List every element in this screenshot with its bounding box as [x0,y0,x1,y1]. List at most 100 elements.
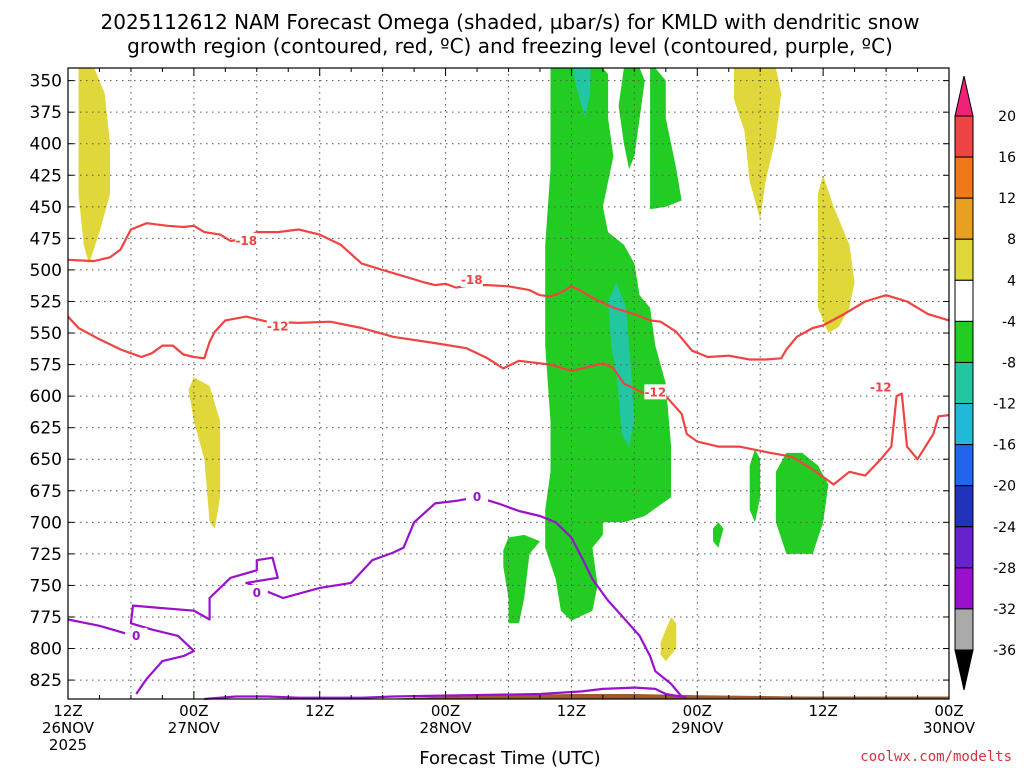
omega-region-neg-upper-right-strip [618,68,645,169]
y-tick-label: 550 [30,324,62,344]
y-tick-label: 625 [30,419,62,439]
omega-region-pos-right [817,175,855,333]
y-tick-label: 575 [30,356,62,376]
omega-region-neg-main-column [545,68,672,621]
x-tick-label: 12Z [305,702,334,720]
y-tick-label: 425 [30,166,62,186]
y-tick-label: 350 [30,72,62,92]
y-tick-label: 475 [30,229,62,249]
y-tick-label: 725 [30,545,62,565]
y-tick-label: 600 [30,387,62,407]
y-tick-label: 775 [30,608,62,628]
omega-region-pos-small-bottom [660,617,677,662]
contour-label: 0 [473,490,481,504]
colorbar-segment [954,567,974,610]
colorbar-segment [954,444,974,487]
colorbar-label: -36 [993,643,1016,659]
contour-label-bg [466,489,489,505]
colorbar-arrow-bottom [954,649,974,691]
omega-region-neg-right-c [713,522,724,548]
colorbar-label: 4 [1007,273,1016,289]
colorbar-segment [954,361,974,405]
y-tick-label: 800 [30,640,62,660]
colorbar-label: 16 [998,150,1016,166]
colorbar-label: -4 [1002,314,1016,330]
contour-label: -12 [267,320,289,334]
omega-region-neg-lower-small [503,534,540,624]
y-tick-label: 675 [30,482,62,502]
contour-label: -12 [870,380,892,394]
y-tick-label: 525 [30,292,62,312]
omega-region-pos-left-top [78,68,110,264]
x-tick-label: 26NOV [42,719,95,737]
x-tick-label: 00Z [683,702,712,720]
x-tick-label: 2025 [49,736,87,754]
x-tick-label: 00Z [934,702,963,720]
omega-region-neg-strong-upper [573,68,591,119]
colorbar-segment [954,403,974,446]
colorbar-label: -12 [993,397,1016,413]
colorbar-label: -20 [993,479,1016,495]
contour-label: -12 [644,385,666,399]
y-tick-label: 400 [30,135,62,155]
chart-title: 2025112612 NAM Forecast Omega (shaded, µ… [101,10,920,58]
colorbar-segment [954,526,974,569]
contour-label: -18 [461,273,483,287]
colorbar-segment [954,485,974,528]
colorbar-segment [954,279,974,322]
colorbar-label: 20 [998,109,1016,125]
omega-region-neg-far-upper [650,68,682,210]
omega-region-neg-right-b [775,452,829,554]
x-tick-label: 30NOV [923,719,976,737]
colorbar-segment [954,156,974,199]
contour-label-bg [869,379,892,395]
x-axis-label: Forecast Time (UTC) [419,748,600,768]
y-axis: 350 375 400 425 450 475 500 525 550 575 600 625 650 6… [30,72,949,691]
contour-label-bg [644,384,667,400]
x-tick-label: 29NOV [671,719,724,737]
contour-label-bg [245,584,268,600]
colorbar-segment [954,238,974,281]
contour-label-bg [460,272,483,288]
y-tick-label: 650 [30,450,62,470]
omega-region-pos-upper-right [734,68,782,220]
contour-label-bg [125,627,148,643]
y-tick-label: 750 [30,576,62,596]
contour-dgz-lower [67,315,950,486]
contour-freezing-main [129,496,683,698]
y-tick-label: 825 [30,671,62,691]
title-line-2: growth region (contoured, red, ºC) and f… [127,34,893,58]
contour-label-bg [266,318,289,334]
colorbar-label: 8 [1007,232,1016,248]
colorbar-arrow-top [954,75,974,117]
y-tick-label: 700 [30,513,62,533]
colorbar-label: -24 [993,520,1016,536]
x-tick-label: 12Z [53,702,82,720]
colorbar-segment [954,115,974,158]
x-tick-label: 28NOV [420,719,473,737]
credit-text: coolwx.com/modelts [860,749,1012,765]
contour-dgz-upper [67,222,950,361]
colorbar-label: -8 [1002,355,1016,371]
colorbar-label: -16 [993,438,1016,454]
colorbar-label: 12 [998,191,1016,207]
y-tick-label: 500 [30,261,62,281]
x-tick-label: 12Z [808,702,837,720]
omega-region-neg-right-a [749,449,761,523]
colorbar-label: -28 [993,561,1016,577]
colorbar-segment [954,197,974,240]
contour-label: -18 [235,234,257,248]
y-tick-label: 375 [30,103,62,123]
contour-label: 0 [132,629,140,643]
colorbar: 20 16 12 8 4 -4 -8 -12 -16 -20 -24 -28 -32 -36 [954,75,1016,691]
x-tick-label: 00Z [431,702,460,720]
y-tick-label: 450 [30,198,62,218]
contours: -18 -18 -12 -12 -12 0 0 0 [67,222,950,701]
contour-label: 0 [253,586,261,600]
colorbar-segment [954,320,974,363]
title-line-1: 2025112612 NAM Forecast Omega (shaded, µ… [101,10,920,34]
x-tick-label: 12Z [557,702,586,720]
colorbar-segment [954,608,974,651]
